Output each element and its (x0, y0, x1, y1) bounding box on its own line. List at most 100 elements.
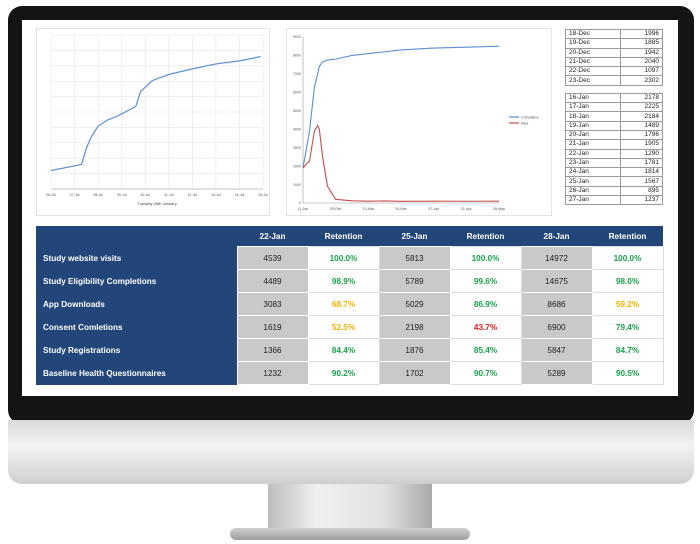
retention-cell: 90.5% (591, 361, 664, 385)
date-row: 26-Jan 895 (565, 185, 664, 197)
retention-cell: 99.6% (449, 269, 522, 293)
date-row: 25-Jan 1567 (565, 176, 664, 187)
header-date-25-jan: 25-Jan (379, 226, 450, 247)
date-cell: 25-Jan (565, 176, 621, 187)
date-row: 19-Jan 1489 (565, 120, 664, 131)
count-cell: 1702 (378, 361, 451, 385)
count-cell: 1814 (619, 167, 664, 178)
x-tick-label: 11-Jan (298, 207, 309, 211)
x-tick-label: 05-May (493, 207, 505, 211)
header-date-22-jan: 22-Jan (237, 226, 308, 247)
count-cell: 14972 (520, 246, 593, 270)
date-row: 20-Dec 1942 (565, 47, 664, 58)
row-label: Baseline Health Questionnaires (36, 361, 237, 385)
count-cell: 1942 (619, 47, 664, 58)
count-cell: 1567 (619, 176, 664, 187)
count-cell: 4539 (236, 246, 309, 270)
row-label: Study Registrations (36, 338, 237, 362)
count-cell: 2302 (619, 75, 664, 86)
count-cell: 1796 (619, 129, 664, 141)
header-retention: Retention (450, 226, 521, 247)
y-tick-label: 6000 (293, 91, 301, 95)
x-tick-label: 07-Apr (428, 207, 440, 211)
count-cell: 1237 (619, 195, 664, 206)
retention-cell: 100.0% (591, 246, 664, 270)
retention-cell: 100.0% (307, 246, 380, 270)
table-row: Study Registrations 1366 84.4% 1876 85.4% 584… (36, 338, 664, 362)
date-row: 21-Jan 1905 (565, 139, 664, 150)
count-cell: 1905 (619, 139, 664, 150)
x-tick-label: 12-Jul (187, 193, 197, 197)
left-chart-svg: 06-Jul 07-Jul 08-Jul 09-Jul 10-Jul 11-Jul 12-J… (46, 34, 268, 206)
date-cell: 17-Jan (565, 102, 621, 113)
table-spacer-row (565, 84, 663, 94)
date-row: 18-Jan 2184 (565, 111, 664, 122)
study-funnel-table: 22-Jan Retention 25-Jan Retention 28-Jan… (36, 226, 664, 385)
date-cell: 21-Jan (565, 139, 621, 150)
retention-cell: 86.9% (449, 292, 522, 316)
x-tick-label: 10-Jul (140, 193, 150, 197)
retention-cell: 59.2% (591, 292, 664, 316)
legend-label: Cumulative (521, 115, 539, 119)
retention-cell: 98.0% (591, 269, 664, 293)
x-tick-label: 21-Apr (461, 207, 473, 211)
spacer-cell (620, 84, 663, 94)
x-tick-label: 06-Jul (46, 193, 56, 197)
header-date-28-jan: 28-Jan (521, 226, 592, 247)
monitor-screen: 06-Jul 07-Jul 08-Jul 09-Jul 10-Jul 11-Jul 12-J… (22, 20, 678, 396)
date-cell: 24-Jan (565, 167, 621, 178)
y-tick-label: 5000 (293, 109, 301, 113)
x-tick-label: 14-Jul (235, 193, 245, 197)
series-line-new (302, 124, 500, 202)
retention-cell: 90.2% (307, 361, 380, 385)
count-cell: 4489 (236, 269, 309, 293)
date-cell: 26-Jan (565, 185, 621, 197)
x-tick-label: 15-Jul (258, 193, 268, 197)
right-chart-svg: 9000 8000 7000 6000 5000 4000 3000 2000 1000 0 11-… (293, 35, 539, 211)
retention-cell: 90.7% (449, 361, 522, 385)
x-tick-label: 07-Jul (70, 193, 80, 197)
count-cell: 14675 (520, 269, 593, 293)
date-row: 16-Jan 2178 (565, 92, 664, 104)
date-row: 23-Jan 1781 (565, 157, 664, 169)
y-tick-label: 1000 (293, 183, 301, 187)
count-cell: 1290 (619, 148, 664, 159)
date-cell: 18-Dec (565, 28, 621, 40)
series-line (50, 55, 261, 172)
count-cell: 2040 (619, 56, 664, 68)
y-tick-label: 8000 (293, 54, 301, 58)
count-cell: 1489 (619, 120, 664, 131)
date-row: 19-Dec 1885 (565, 38, 664, 49)
count-cell: 895 (619, 185, 664, 197)
series-line-cumulative (302, 45, 500, 169)
date-row: 24-Jan 1814 (565, 167, 664, 178)
spacer-cell (565, 84, 621, 94)
cumulative-chart-left: 06-Jul 07-Jul 08-Jul 09-Jul 10-Jul 11-Jul 12-J… (36, 28, 270, 216)
count-cell: 1781 (619, 157, 664, 169)
date-row: 20-Jan 1796 (565, 129, 664, 141)
row-label: Study website visits (36, 246, 237, 270)
y-tick-label: 2000 (293, 164, 301, 168)
date-cell: 18-Jan (565, 111, 621, 122)
table-row: Consent Comletions 1619 52.5% 2198 43.7% 6900… (36, 315, 664, 339)
count-cell: 2178 (619, 92, 664, 104)
retention-cell: 79.4% (591, 315, 664, 339)
monitor-stand-foot (230, 528, 470, 540)
count-cell: 1232 (236, 361, 309, 385)
count-cell: 5813 (378, 246, 451, 270)
table-header-row: 22-Jan Retention 25-Jan Retention 28-Jan… (36, 226, 663, 247)
monitor-chin (8, 420, 694, 484)
header-retention: Retention (308, 226, 379, 247)
x-tick-label: 13-Jul (211, 193, 221, 197)
count-cell: 1366 (236, 338, 309, 362)
retention-cell: 52.5% (307, 315, 380, 339)
retention-cell: 43.7% (449, 315, 522, 339)
x-tick-label: 11-Jul (164, 193, 174, 197)
count-cell: 1097 (619, 66, 664, 77)
row-label: App Downloads (36, 292, 237, 316)
x-tick-label: 09-Jul (117, 193, 127, 197)
table-row: Baseline Health Questionnaires 1232 90.2% 1… (36, 361, 664, 385)
y-tick-label: 9000 (293, 35, 301, 39)
count-cell: 2225 (619, 102, 664, 113)
y-tick-label: 7000 (293, 72, 301, 76)
